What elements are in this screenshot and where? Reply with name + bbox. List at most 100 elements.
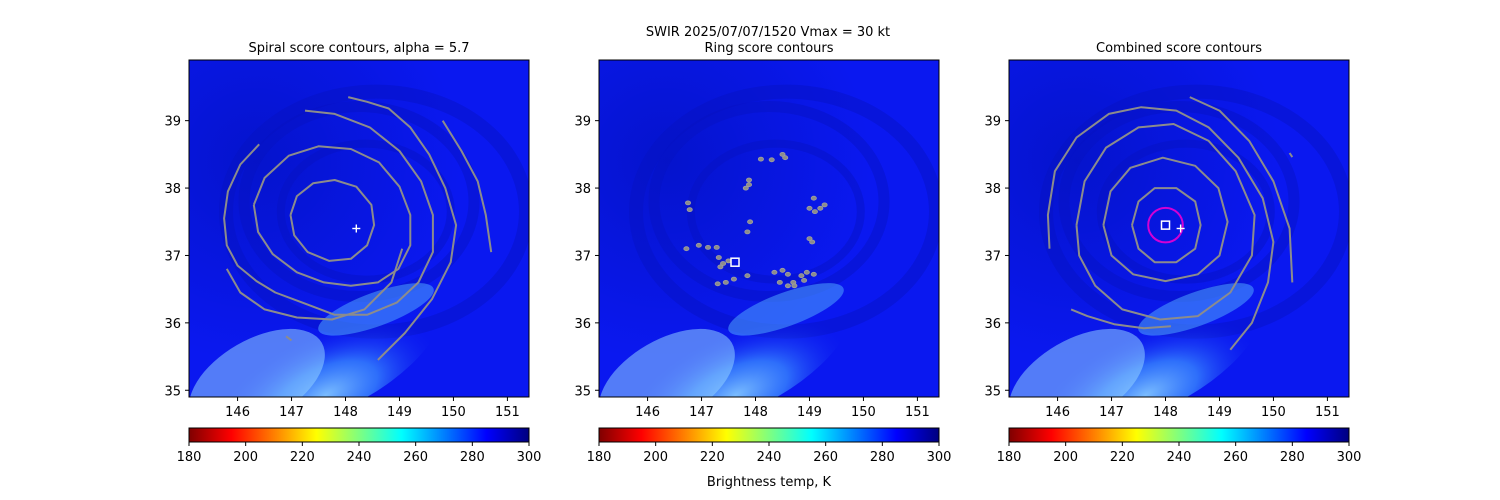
spiral-colorbar-tick-label: 260 (403, 450, 428, 465)
ring-contour-blob (806, 236, 813, 242)
spiral-colorbar-tick-label: 200 (233, 450, 258, 465)
spiral-contour-0 (289, 179, 376, 262)
spiral-contours (223, 96, 493, 361)
ring-xtick-label: 150 (851, 405, 876, 420)
ring-contour-blob (768, 157, 775, 163)
combined-xtick-label: 151 (1315, 405, 1340, 420)
ring-contour-blob (686, 207, 693, 213)
spiral-xtick-label: 148 (333, 405, 358, 420)
spiral-ytick-label: 39 (164, 115, 181, 130)
spiral-contour-6 (285, 335, 293, 342)
ring-contour-blob (821, 202, 828, 208)
ring-contour-blob (744, 229, 751, 235)
combined-ytick-label: 38 (984, 182, 1001, 197)
spiral-contour-5 (441, 120, 493, 253)
spiral-xtick-label: 150 (441, 405, 466, 420)
ring-contour-blob (810, 271, 817, 277)
ring-ytick-label: 37 (574, 249, 591, 264)
panel-ring: Ring score contours 146 147 148 149 150 151 35 3… (574, 41, 951, 465)
ring-title: Ring score contours (704, 41, 833, 56)
ring-contour-blob (713, 244, 720, 250)
ring-contour-blob (784, 283, 791, 289)
ring-colorbar-tick-label: 220 (700, 450, 725, 465)
spiral-xtick-label: 151 (495, 405, 520, 420)
combined-colorbar-tick-label: 220 (1110, 450, 1135, 465)
ring-image (599, 60, 939, 397)
spiral-axes-frame (188, 59, 530, 398)
ring-ytick-label: 38 (574, 182, 591, 197)
spiral-xtick-label: 147 (279, 405, 304, 420)
combined-colorbar-tick-label: 180 (997, 450, 1022, 465)
spiral-colorbar-tick-label: 300 (517, 450, 542, 465)
combined-contour-6 (1288, 152, 1294, 158)
ring-contour-blob (695, 242, 702, 248)
ring-axes-frame (598, 59, 940, 398)
ring-ytick-label: 35 (574, 384, 591, 399)
spiral-xtick-label: 149 (387, 405, 412, 420)
spiral-center-plus-marker (352, 224, 361, 233)
ring-contour-blob (801, 277, 808, 283)
spiral-colorbar-tick-label: 280 (460, 450, 485, 465)
combined-xtick-label: 147 (1099, 405, 1124, 420)
combined-colorbar-tick-label: 240 (1167, 450, 1192, 465)
ring-square-marker (730, 257, 740, 267)
spiral-colorbar-tick-label: 220 (290, 450, 315, 465)
combined-contour-3 (1046, 106, 1275, 351)
ring-contour-blob (742, 185, 749, 191)
ring-contour-blob (720, 261, 727, 266)
combined-colorbar-tick-label: 280 (1280, 450, 1305, 465)
spiral-contour-3 (225, 248, 404, 321)
ring-xtick-label: 147 (689, 405, 714, 420)
ring-contour-blob (683, 246, 690, 252)
ring-contour-blob (803, 269, 810, 275)
combined-ytick-label: 39 (984, 115, 1001, 130)
combined-ytick-label: 36 (984, 317, 1001, 332)
ring-contour-blob (782, 155, 789, 161)
combined-contour-2 (1075, 123, 1256, 321)
ring-contour-blob (817, 205, 824, 211)
ring-xtick-label: 149 (797, 405, 822, 420)
combined-contour-0 (1131, 187, 1202, 264)
combined-xtick-label: 149 (1207, 405, 1232, 420)
ring-contour-blob (714, 281, 721, 287)
spiral-contour-4 (347, 96, 458, 361)
spiral-contour-2 (223, 109, 434, 316)
ring-xtick-label: 146 (635, 405, 660, 420)
spiral-ytick-label: 38 (164, 182, 181, 197)
combined-title: Combined score contours (1096, 41, 1262, 56)
combined-contours (1046, 96, 1294, 351)
spiral-title: Spiral score contours, alpha = 5.7 (248, 41, 469, 56)
ring-contour-blob (779, 267, 786, 273)
panel-combined: Combined score contours 146 147 148 149 150 15… (984, 41, 1361, 465)
ring-contour-blob (779, 151, 786, 157)
ring-contour-blob (747, 219, 754, 225)
ring-contour-blob (746, 182, 753, 188)
combined-xtick-label: 150 (1261, 405, 1286, 420)
ring-contour-blob (746, 177, 753, 183)
spiral-colorbar (188, 427, 530, 443)
combined-ytick-label: 37 (984, 249, 1001, 264)
combined-contour-4 (1070, 308, 1171, 330)
spiral-colorbar-tick-label: 180 (177, 450, 202, 465)
ring-contour-blob (810, 195, 817, 201)
ring-contour-blob (705, 244, 712, 250)
combined-square-marker (1160, 220, 1171, 230)
ring-contour-blob (791, 283, 798, 289)
ring-xtick-label: 151 (905, 405, 930, 420)
ring-xtick-label: 148 (743, 405, 768, 420)
ring-colorbar-tick-label: 200 (643, 450, 668, 465)
ring-contour-blob (798, 273, 805, 279)
combined-xtick-label: 148 (1153, 405, 1178, 420)
combined-colorbar-tick-label: 200 (1053, 450, 1078, 465)
ring-contour-blob (811, 209, 818, 215)
ring-colorbar-tick-label: 280 (870, 450, 895, 465)
combined-center-plus-marker (1176, 224, 1185, 233)
combined-colorbar-tick-label: 300 (1337, 450, 1362, 465)
ring-contour-blob (685, 200, 692, 206)
spiral-ytick-label: 37 (164, 249, 181, 264)
spiral-colorbar-tick-label: 240 (347, 450, 372, 465)
spiral-contour-1 (252, 145, 412, 287)
combined-axes-frame (1008, 59, 1350, 398)
ring-contour-blob (776, 279, 783, 285)
spiral-ytick-label: 35 (164, 384, 181, 399)
